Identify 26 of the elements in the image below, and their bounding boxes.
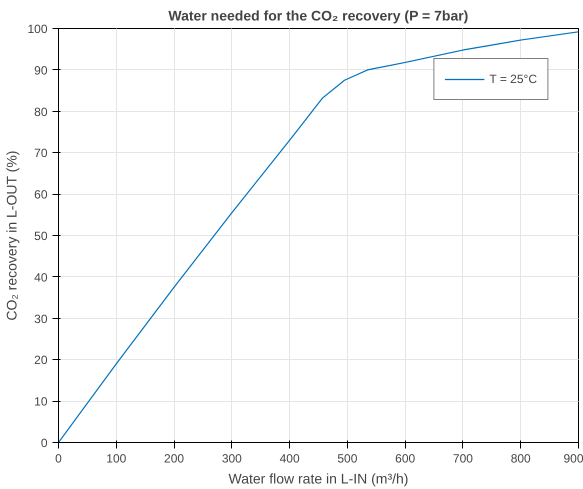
y-tick-label: 100 xyxy=(27,22,48,36)
x-tick-label: 500 xyxy=(337,452,358,466)
y-tick-label: 20 xyxy=(34,353,48,368)
y-tick-label: 40 xyxy=(34,270,48,284)
y-tick-label: 70 xyxy=(34,146,48,160)
y-tick-label: 90 xyxy=(34,63,48,78)
y-tick-label: 80 xyxy=(34,104,48,119)
x-tick-label: 0 xyxy=(55,452,62,466)
y-tick-label: 0 xyxy=(40,436,48,450)
legend-label: T = 25°C xyxy=(489,72,537,86)
x-tick-label: 800 xyxy=(510,452,532,466)
x-axis-title: Water flow rate in L-IN (m³/h) xyxy=(228,470,408,486)
chart-title: Water needed for the CO₂ recovery (P = 7bar) xyxy=(168,8,468,24)
y-tick-label: 50 xyxy=(34,229,48,243)
x-tick-label: 600 xyxy=(395,452,416,466)
x-tick-label: 100 xyxy=(106,452,127,466)
x-tick-label: 300 xyxy=(222,452,242,466)
x-tick-label: 200 xyxy=(164,452,184,466)
y-tick-label: 60 xyxy=(34,188,48,202)
x-tick-label: 900 xyxy=(563,452,583,466)
x-tick-label: 400 xyxy=(280,452,300,466)
y-tick-label: 30 xyxy=(34,312,48,326)
x-tick-label: 700 xyxy=(452,452,474,466)
y-axis-title: CO₂ recovery in L-OUT (%) xyxy=(3,150,20,321)
y-tick-label: 10 xyxy=(34,394,48,409)
line-series xyxy=(58,31,578,442)
